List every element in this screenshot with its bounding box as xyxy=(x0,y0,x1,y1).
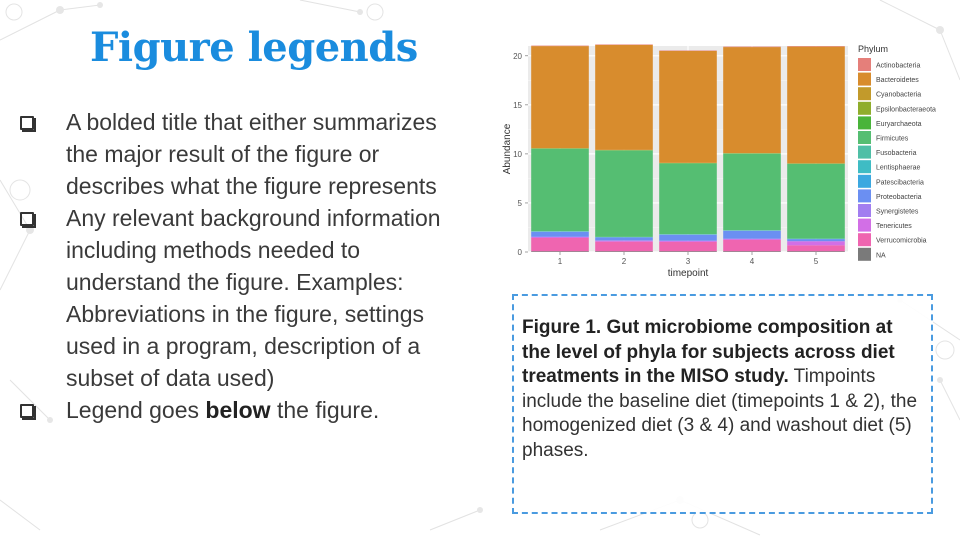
checkbox-bullet-icon xyxy=(20,116,36,132)
bar-segment xyxy=(723,230,781,239)
bullet-text: Any relevant background information incl… xyxy=(66,205,441,391)
legend-label: Verrucomicrobia xyxy=(876,238,927,245)
legend-label: Proteobacteria xyxy=(876,194,922,201)
figure-caption-box: Figure 1. Gut microbiome composition at … xyxy=(512,294,933,514)
bar-segment xyxy=(531,237,589,252)
y-tick-label: 15 xyxy=(513,101,522,110)
bullet-text: A bolded title that either summarizes th… xyxy=(66,109,437,199)
legend-swatch xyxy=(858,189,871,203)
bar-segment xyxy=(787,239,845,242)
legend-swatch xyxy=(858,204,871,217)
checkbox-bullet-icon xyxy=(20,404,36,420)
slide-title: Figure legends xyxy=(90,24,418,71)
y-tick-label: 5 xyxy=(518,199,523,208)
bar-segment xyxy=(595,251,653,252)
bar-segment xyxy=(531,236,589,238)
legend-swatch xyxy=(858,218,871,232)
bar-segment xyxy=(659,240,717,242)
bar-segment xyxy=(787,251,845,252)
bullet-text-pre: Legend goes xyxy=(66,397,206,423)
legend-swatch xyxy=(858,145,871,159)
bar-segment xyxy=(595,44,653,150)
legend-swatch xyxy=(858,160,871,174)
bar-segment xyxy=(723,238,781,240)
stacked-bar-chart: 0 5 10 15 20 1 2 3 4 5 timepoint Abundance Phylum Act… xyxy=(498,40,948,280)
bullet-text-bold: below xyxy=(205,397,271,423)
bar-segment xyxy=(659,241,717,252)
x-tick-label: 1 xyxy=(558,257,563,266)
legend-swatch xyxy=(858,233,871,247)
y-tick-label: 0 xyxy=(518,248,523,257)
x-axis-label: timepoint xyxy=(668,268,709,279)
bar-segment xyxy=(659,251,717,252)
x-tick-label: 3 xyxy=(686,257,691,266)
bullet-text-post: the figure. xyxy=(270,397,380,423)
y-tick-label: 20 xyxy=(513,52,522,61)
legend-label: Euryarchaeota xyxy=(876,121,922,128)
bar-segment xyxy=(787,164,845,239)
bar-segment xyxy=(595,150,653,237)
legend-label: Firmicutes xyxy=(876,136,909,143)
bar-segment xyxy=(659,234,717,241)
legend-label: Epsilonbacteraeota xyxy=(876,106,936,113)
checkbox-bullet-icon xyxy=(20,212,36,228)
bar-segment xyxy=(723,251,781,252)
bullet-item: A bolded title that either summarizes th… xyxy=(20,106,465,202)
bar-segment xyxy=(595,240,653,242)
caption-title: Figure 1. Gut microbiome composition at … xyxy=(522,317,895,387)
bar-segment xyxy=(723,239,781,252)
bullet-item: Any relevant background information incl… xyxy=(20,202,465,394)
bar-segment xyxy=(787,245,845,252)
x-tick-label: 4 xyxy=(750,257,755,266)
legend-label: Synergistetes xyxy=(876,209,919,216)
legend-swatch xyxy=(858,87,871,101)
bar-segment xyxy=(595,241,653,252)
bar-segment xyxy=(659,51,717,163)
legend-label: NA xyxy=(876,252,886,259)
bullet-text: Legend goes below the figure. xyxy=(66,394,379,426)
bar-segment xyxy=(787,241,845,246)
legend-label: Cyanobacteria xyxy=(876,92,921,99)
legend-title: Phylum xyxy=(858,44,888,54)
legend-label: Fusobacteria xyxy=(876,150,917,157)
legend-swatch xyxy=(858,174,871,188)
legend-swatch xyxy=(858,58,871,71)
chart-svg: 0 5 10 15 20 1 2 3 4 5 timepoint Abundance Phylum Act… xyxy=(502,44,936,279)
y-axis-label: Abundance xyxy=(502,123,513,174)
x-tick-label: 2 xyxy=(622,257,627,266)
bar-segment xyxy=(531,251,589,252)
legend-swatch xyxy=(858,72,871,86)
bar-segment xyxy=(531,231,589,237)
bar-segment xyxy=(531,148,589,232)
legend-label: Actinobacteria xyxy=(876,63,920,70)
x-tick-label: 5 xyxy=(814,257,819,266)
bullet-item: Legend goes below the figure. xyxy=(20,394,465,426)
legend-label: Patescibacteria xyxy=(876,179,924,186)
legend-label: Bacteroidetes xyxy=(876,77,919,84)
bullet-list: A bolded title that either summarizes th… xyxy=(20,106,465,426)
figure-caption: Figure 1. Gut microbiome composition at … xyxy=(522,316,923,463)
legend-label: Tenericutes xyxy=(876,223,912,230)
bar-segment xyxy=(787,46,845,164)
caption-body: Timpoints include the baseline diet (tim… xyxy=(522,366,918,461)
legend-swatch xyxy=(858,247,871,261)
legend-swatch xyxy=(858,116,871,130)
legend-swatch xyxy=(858,131,871,144)
bar-segment xyxy=(531,46,589,149)
bar-segment xyxy=(723,47,781,154)
y-tick-label: 10 xyxy=(513,150,522,159)
legend-label: Lentisphaerae xyxy=(876,165,920,172)
bar-segment xyxy=(595,237,653,241)
legend-swatch xyxy=(858,101,871,115)
bar-segment xyxy=(723,153,781,231)
bar-segment xyxy=(659,163,717,235)
